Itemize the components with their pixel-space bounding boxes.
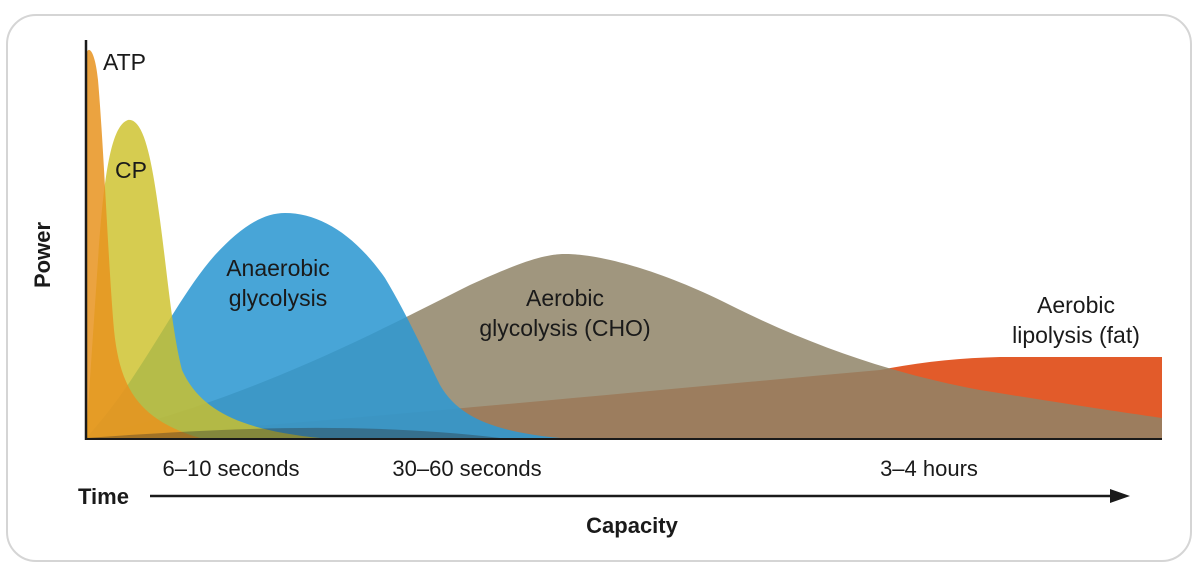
- aerobic-fat-label-line2: lipolysis (fat): [1012, 322, 1140, 348]
- anaerobic-glycolysis-curve: [86, 213, 560, 438]
- anaerobic-label-line1: Anaerobic: [226, 255, 330, 281]
- atp-curve: [86, 49, 200, 438]
- y-axis-title: Power: [30, 222, 55, 288]
- time-arrow-head-icon: [1110, 489, 1130, 503]
- aerobic-cho-label-line2: glycolysis (CHO): [479, 315, 650, 341]
- atp-label: ATP: [103, 49, 146, 75]
- time-axis-title: Time: [78, 484, 129, 509]
- cp-curve: [86, 119, 320, 438]
- overlap-shadow: [86, 427, 500, 438]
- time-marker-6-10-seconds: 6–10 seconds: [163, 456, 300, 481]
- capacity-axis-title: Capacity: [586, 513, 678, 538]
- aerobic-cho-label-line1: Aerobic: [526, 285, 604, 311]
- time-marker-30-60-seconds: 30–60 seconds: [392, 456, 541, 481]
- cp-label: CP: [115, 157, 147, 183]
- anaerobic-label-line2: glycolysis: [229, 285, 327, 311]
- aerobic-fat-label-line1: Aerobic: [1037, 292, 1115, 318]
- time-marker-3-4-hours: 3–4 hours: [880, 456, 978, 481]
